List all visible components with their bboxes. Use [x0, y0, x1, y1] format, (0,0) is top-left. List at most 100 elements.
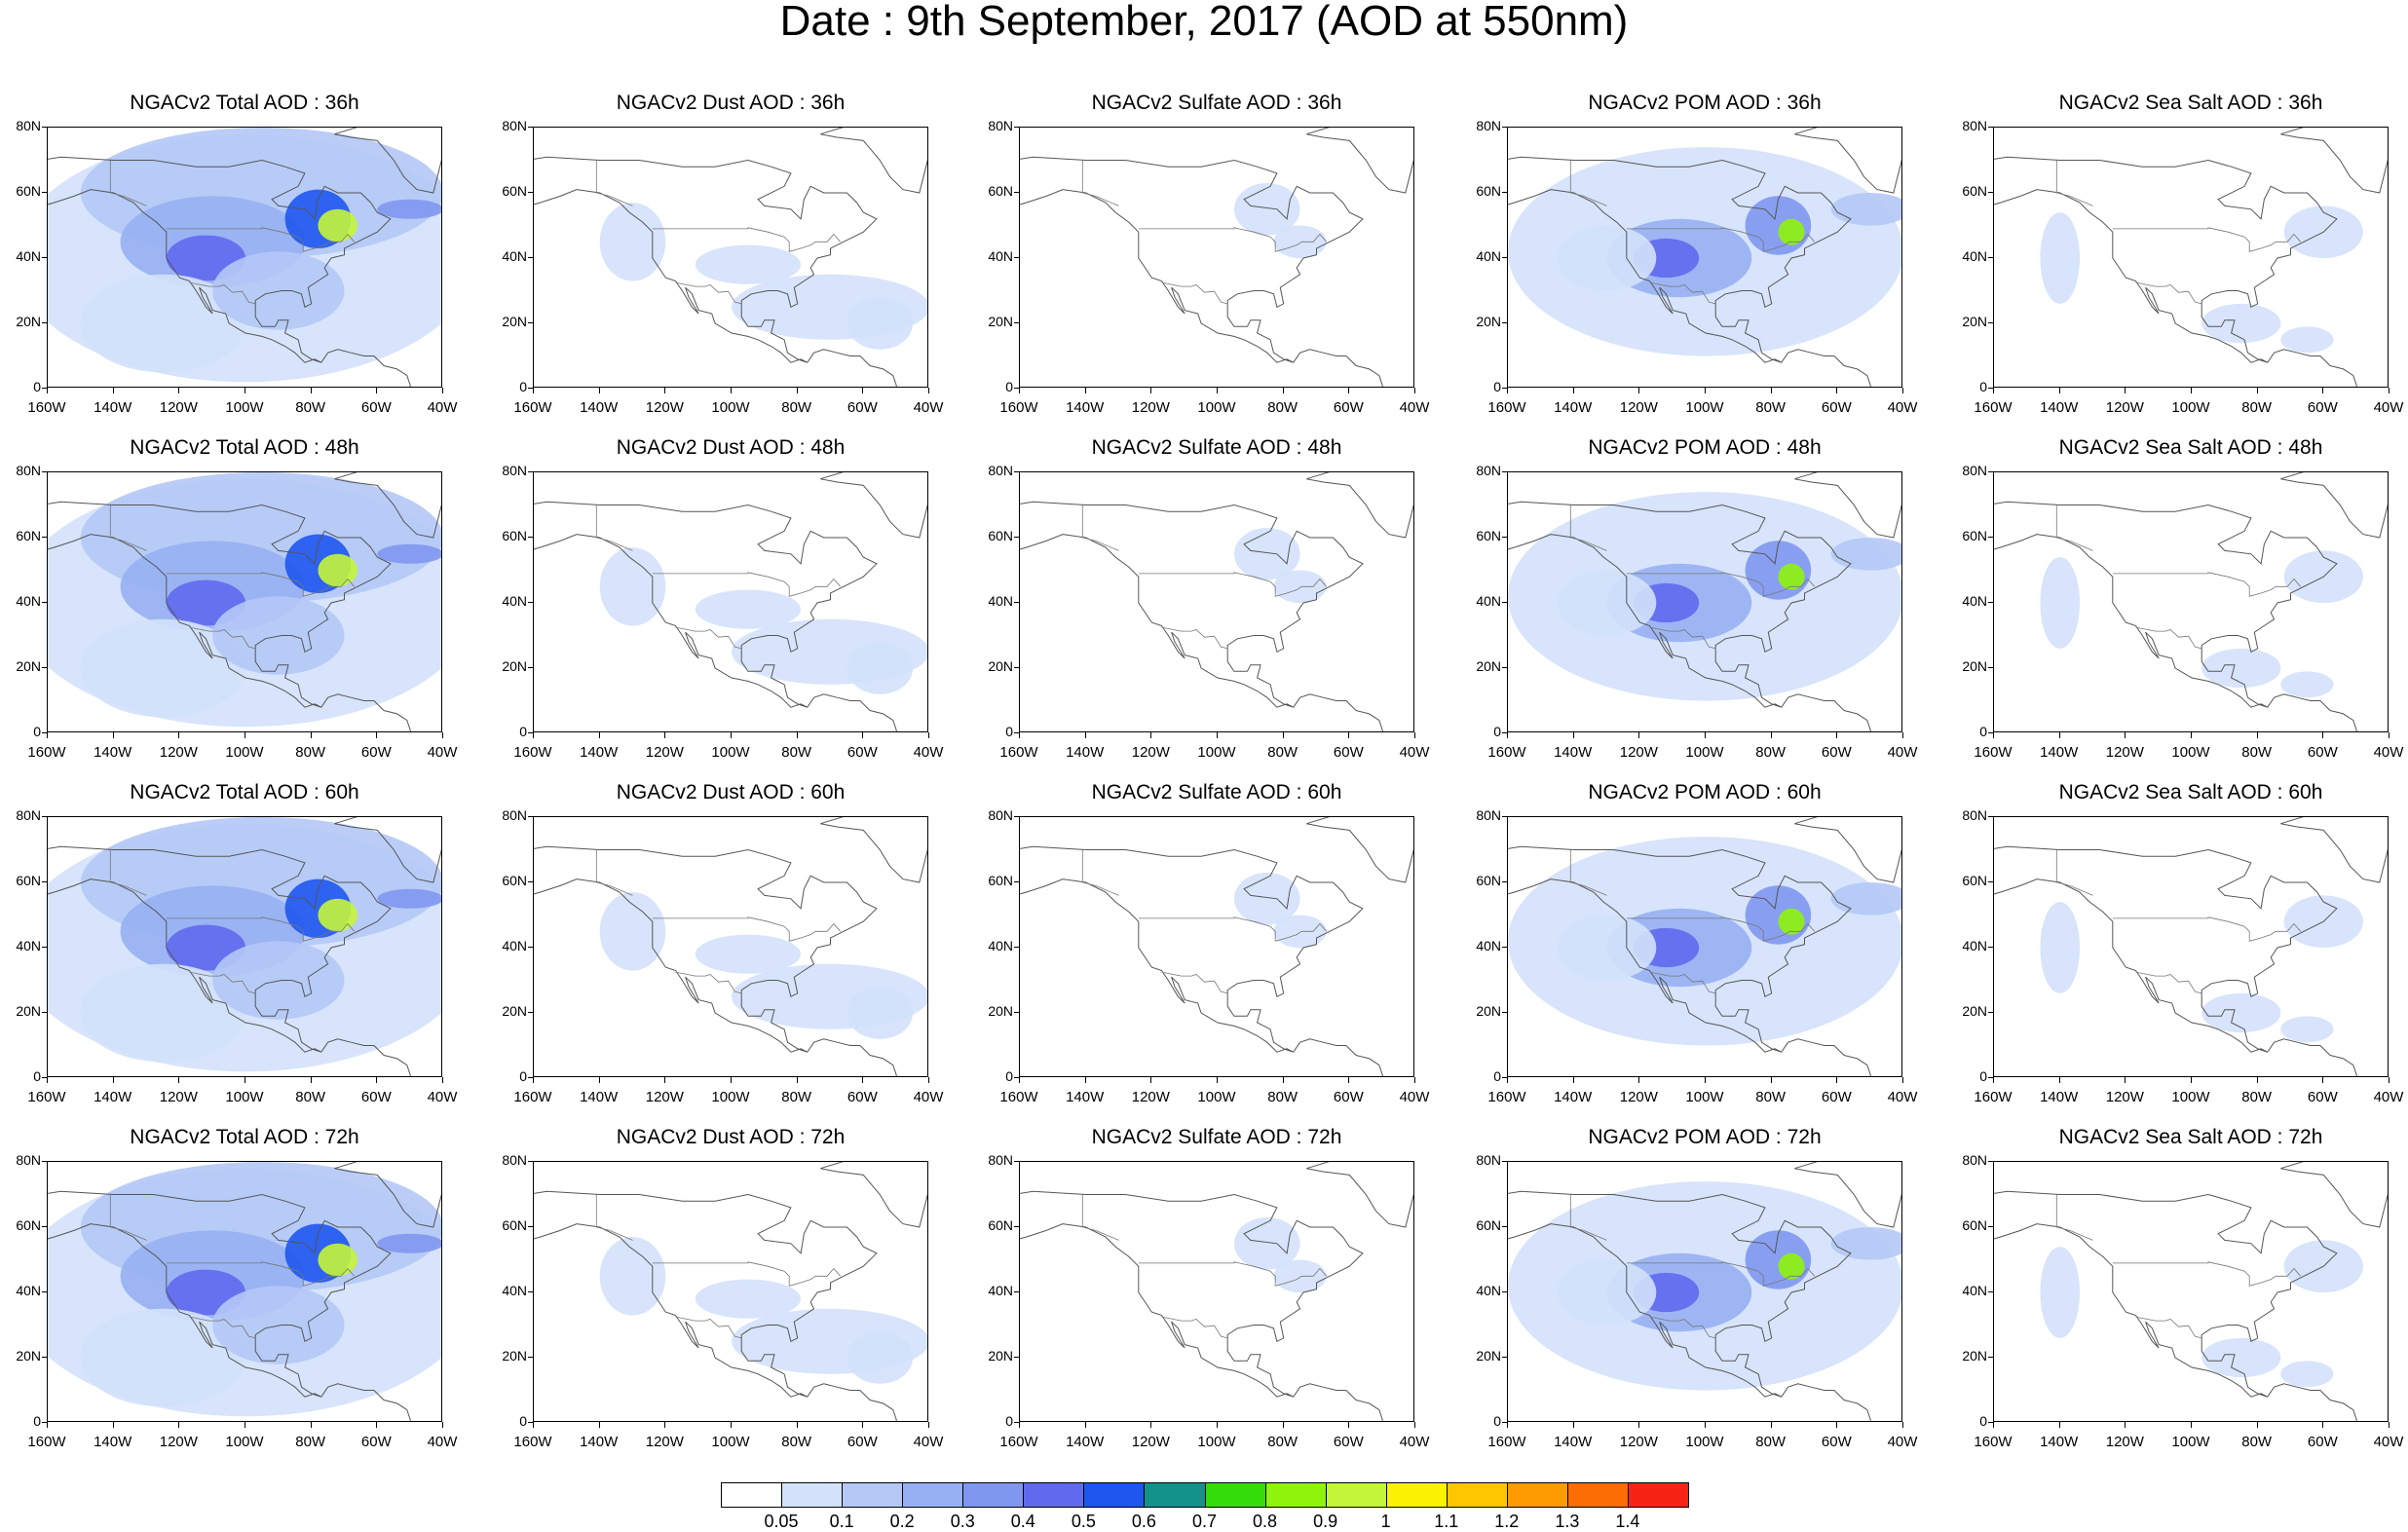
y-tick-mark — [1502, 816, 1507, 817]
colorbar-swatch — [1385, 1482, 1448, 1508]
x-tick-label: 140W — [94, 1089, 132, 1105]
aod-region — [1778, 218, 1805, 245]
y-tick-label: 20N — [988, 1348, 1013, 1364]
map-frame — [1019, 471, 1414, 732]
x-tick-mark — [796, 388, 798, 393]
border-line — [1649, 626, 1716, 650]
x-tick-label: 80W — [781, 1089, 812, 1105]
y-tick-mark — [42, 257, 47, 258]
map-svg — [1994, 128, 2388, 387]
y-tick-mark — [1014, 1226, 1019, 1227]
y-tick-label: 60N — [502, 873, 527, 888]
y-tick-mark — [528, 947, 533, 948]
y-tick-mark — [1502, 127, 1507, 128]
greenland-coast — [2280, 128, 2388, 194]
y-tick-label: 60N — [988, 873, 1013, 888]
colorbar-swatch — [1566, 1482, 1629, 1508]
x-tick-label: 140W — [1066, 399, 1105, 416]
panel-title: NGACv2 Sea Salt AOD : 72h — [2058, 1126, 2323, 1148]
y-tick-mark — [528, 816, 533, 817]
aod-region — [212, 596, 345, 675]
x-tick-label: 120W — [159, 1434, 198, 1450]
y-tick-mark — [42, 1012, 47, 1013]
x-tick-label: 120W — [159, 744, 198, 761]
x-tick-label: 140W — [580, 744, 619, 761]
x-tick-label: 60W — [1821, 1089, 1852, 1105]
main-title: Date : 9th September, 2017 (AOD at 550nm… — [779, 0, 1629, 45]
map-svg — [48, 817, 441, 1076]
y-tick-label: 80N — [988, 118, 1013, 133]
y-tick-mark — [42, 947, 47, 948]
panel-title: NGACv2 Total AOD : 48h — [130, 436, 359, 459]
x-tick-label: 40W — [1399, 1089, 1430, 1105]
border-line — [2055, 504, 2093, 551]
y-tick-mark — [1988, 816, 1993, 817]
x-tick-label: 120W — [159, 399, 198, 416]
y-tick-label: 60N — [1476, 873, 1501, 888]
y-tick-label: 20N — [1476, 1348, 1501, 1364]
x-tick-mark — [2256, 732, 2258, 738]
y-tick-mark — [42, 192, 47, 193]
x-tick-label: 160W — [999, 1089, 1038, 1105]
x-tick-mark — [47, 1077, 48, 1083]
map-svg — [1994, 817, 2388, 1076]
coastline — [1020, 501, 1364, 708]
map-frame — [1019, 1161, 1414, 1422]
y-tick-label: 80N — [988, 1152, 1013, 1168]
x-tick-label: 80W — [1755, 399, 1787, 416]
x-tick-mark — [533, 1422, 534, 1428]
y-tick-label: 80N — [988, 463, 1013, 478]
x-tick-label: 100W — [711, 1434, 750, 1450]
x-tick-mark — [1084, 1077, 1086, 1083]
x-tick-label: 40W — [1887, 399, 1918, 416]
greenland-coast — [334, 1162, 441, 1228]
x-tick-mark — [1836, 1422, 1838, 1428]
coastline — [1020, 1190, 1364, 1398]
x-tick-label: 120W — [1619, 744, 1658, 761]
map-svg — [1508, 128, 1901, 387]
y-tick-mark — [1988, 1291, 1993, 1292]
greenland-coast — [820, 128, 927, 194]
map-frame — [1507, 816, 1902, 1077]
x-tick-label: 100W — [711, 1089, 750, 1105]
x-tick-mark — [1019, 388, 1020, 393]
y-tick-label: 0 — [1979, 724, 1987, 739]
aod-region — [80, 963, 245, 1063]
coastline — [48, 1190, 392, 1398]
y-tick-label: 20N — [1962, 658, 1987, 674]
y-tick-label: 60N — [502, 528, 527, 543]
y-tick-label: 60N — [1476, 528, 1501, 543]
x-tick-label: 140W — [1554, 399, 1593, 416]
x-tick-mark — [928, 732, 929, 738]
border-line — [652, 227, 842, 252]
y-tick-mark — [1988, 602, 1993, 603]
greenland-coast — [1794, 472, 1901, 539]
y-tick-mark — [42, 1077, 47, 1078]
x-tick-label: 140W — [580, 1434, 619, 1450]
border-line — [1649, 971, 1716, 994]
x-tick-label: 120W — [645, 1434, 684, 1450]
map-frame — [1993, 816, 2389, 1077]
y-tick-mark — [1014, 881, 1019, 882]
greenland-coast — [334, 817, 441, 883]
colorbar-swatch — [781, 1482, 844, 1508]
x-tick-label: 80W — [2241, 399, 2273, 416]
x-tick-mark — [1348, 1422, 1350, 1428]
map-svg — [48, 128, 441, 387]
y-tick-mark — [1014, 388, 1019, 389]
greenland-coast — [334, 128, 441, 194]
y-tick-label: 60N — [1476, 1217, 1501, 1233]
x-tick-label: 100W — [711, 399, 750, 416]
x-tick-mark — [178, 732, 180, 738]
y-tick-mark — [1014, 322, 1019, 323]
x-tick-mark — [796, 1422, 798, 1428]
y-tick-label: 80N — [502, 118, 527, 133]
y-tick-mark — [1988, 732, 1993, 733]
x-tick-mark — [310, 1422, 312, 1428]
border-line — [1161, 281, 1228, 305]
panel-title: NGACv2 Sulfate AOD : 60h — [1091, 781, 1342, 803]
x-tick-label: 160W — [1487, 399, 1526, 416]
x-tick-mark — [731, 1422, 732, 1428]
x-tick-mark — [112, 1422, 114, 1428]
south-america-coast — [1771, 1383, 1871, 1421]
